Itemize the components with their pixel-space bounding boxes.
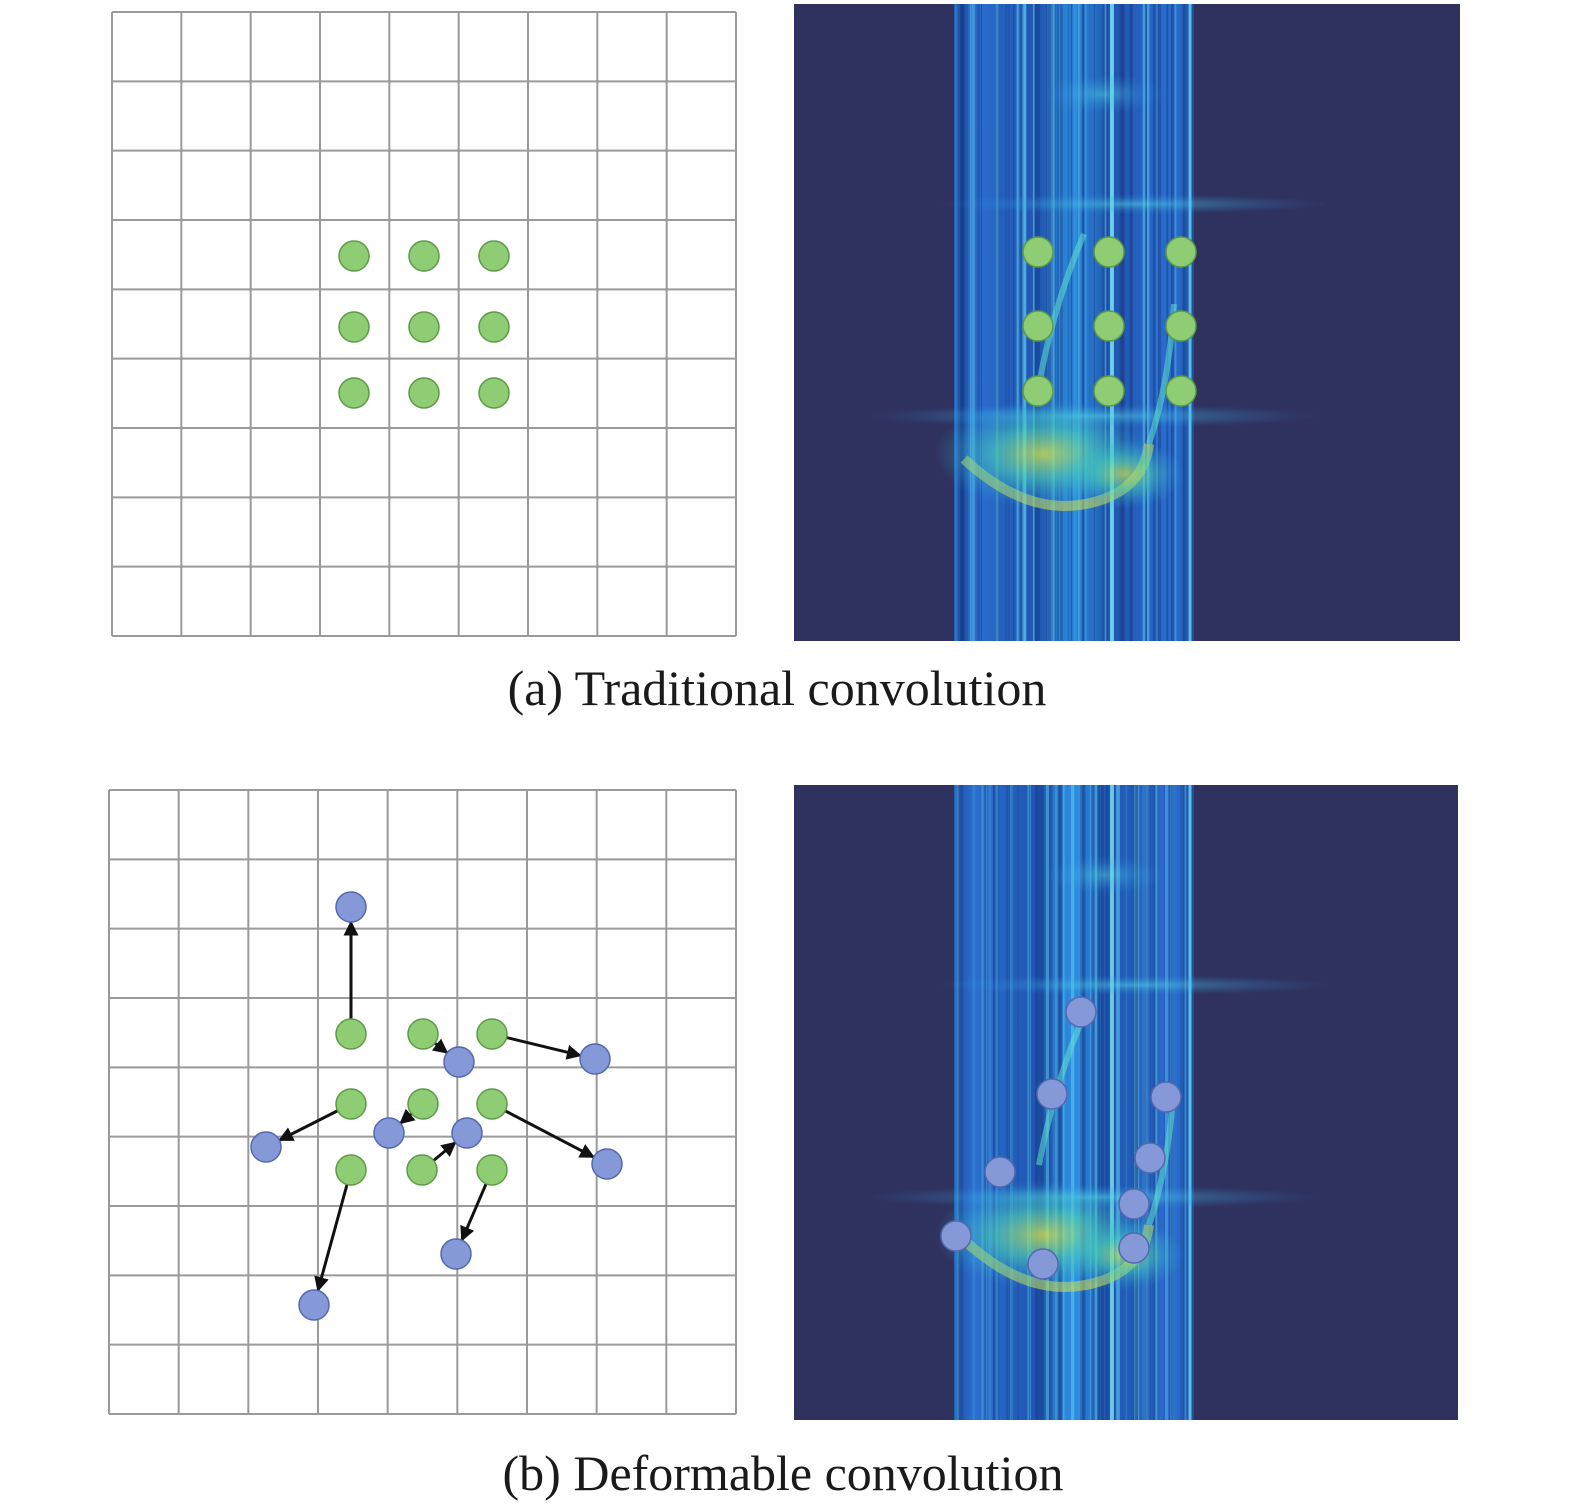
regular-sample-point (1022, 236, 1054, 268)
regular-sample-point (408, 311, 440, 343)
deformed-sample-point (1065, 996, 1097, 1028)
spectrogram-a (794, 4, 1460, 641)
deformed-sample-point (591, 1148, 623, 1180)
deformed-sample-point (940, 1220, 972, 1252)
deformed-sample-point (451, 1117, 483, 1149)
spectrogram-hotspot (1064, 439, 1184, 509)
regular-sample-point (476, 1018, 508, 1050)
regular-sample-point (407, 1088, 439, 1120)
deformed-sample-point (440, 1238, 472, 1270)
spectrogram-b (794, 785, 1458, 1420)
regular-sample-point (476, 1154, 508, 1186)
regular-sample-point (408, 240, 440, 272)
panel-a: (a) Traditional convolution (111, 4, 1460, 716)
regular-sample-point (335, 1088, 367, 1120)
regular-sample-point (406, 1154, 438, 1186)
deformed-sample-point (298, 1289, 330, 1321)
deformed-sample-point (1118, 1188, 1150, 1220)
deformed-sample-point (1134, 1142, 1166, 1174)
deformed-sample-points-b (250, 891, 623, 1321)
grid-a (111, 11, 737, 637)
regular-sample-point (478, 311, 510, 343)
offset-arrow (460, 1183, 488, 1242)
spectrogram-trajectory (1036, 232, 1087, 385)
spectrogram-hotspot (1044, 74, 1164, 114)
panel-b: (b) Deformable convolution (108, 785, 1458, 1501)
regular-sample-points-b (335, 1018, 508, 1186)
deformed-sample-point (579, 1043, 611, 1075)
regular-sample-point (338, 240, 370, 272)
offset-arrow (399, 1108, 416, 1125)
regular-sample-point (335, 1018, 367, 1050)
sample-points-a (338, 240, 510, 409)
regular-sample-point (338, 377, 370, 409)
caption-b: (b) Deformable convolution (503, 1445, 1064, 1501)
spectrogram-hotspot (1044, 855, 1164, 895)
spectrogram-deformed-points-b (940, 996, 1182, 1280)
regular-sample-point (476, 1088, 508, 1120)
regular-sample-point (408, 377, 440, 409)
deformed-sample-point (443, 1046, 475, 1078)
caption-a: (a) Traditional convolution (508, 660, 1047, 716)
regular-sample-point (1165, 236, 1197, 268)
regular-sample-point (1093, 236, 1125, 268)
offset-arrows-b (278, 920, 596, 1292)
regular-sample-point (1022, 375, 1054, 407)
regular-sample-point (1093, 375, 1125, 407)
regular-sample-point (478, 240, 510, 272)
offset-arrow (504, 1109, 596, 1159)
deformed-sample-point (984, 1156, 1016, 1188)
regular-sample-point (1022, 310, 1054, 342)
deformed-sample-point (335, 891, 367, 923)
regular-sample-point (478, 377, 510, 409)
spectrogram-echo (934, 194, 1334, 214)
deformed-sample-point (1150, 1081, 1182, 1113)
deformed-sample-point (250, 1131, 282, 1163)
regular-sample-point (338, 311, 370, 343)
regular-sample-point (407, 1018, 439, 1050)
offset-arrow (314, 1184, 349, 1292)
regular-sample-point (335, 1154, 367, 1186)
deformed-sample-point (1036, 1078, 1068, 1110)
offset-arrow (278, 1109, 339, 1142)
deformed-sample-point (373, 1117, 405, 1149)
regular-sample-point (1093, 310, 1125, 342)
regular-sample-point (1165, 375, 1197, 407)
spectrogram-sample-points-a (1022, 236, 1197, 407)
spectrogram-echo (934, 975, 1334, 995)
offset-arrow (431, 1038, 449, 1054)
offset-arrow (432, 1141, 457, 1162)
deformed-sample-point (1027, 1248, 1059, 1280)
offset-arrow (506, 1036, 582, 1060)
regular-sample-point (1165, 310, 1197, 342)
deformed-sample-point (1118, 1232, 1150, 1264)
